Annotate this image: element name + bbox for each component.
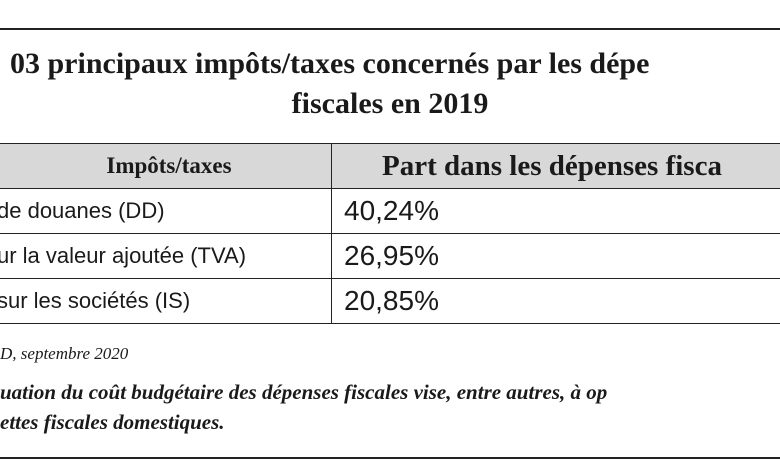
page-title: 03 principaux impôts/taxes concernés par… [0, 44, 780, 124]
cell-share: 40,24% [331, 188, 780, 234]
top-rule [0, 28, 780, 30]
note-line-1: uation du coût budgétaire des dépenses f… [0, 380, 608, 404]
table-row: sur les sociétés (IS) 20,85% [0, 278, 780, 324]
cell-share: 26,95% [331, 233, 780, 279]
cell-tax: de douanes (DD) [0, 188, 332, 234]
tax-label: de douanes (DD) [0, 198, 165, 223]
title-line-2: fiscales en 2019 [291, 87, 489, 120]
body-note: uation du coût budgétaire des dépenses f… [0, 377, 780, 437]
table-row: ur la valeur ajoutée (TVA) 26,95% [0, 233, 780, 279]
cell-tax: sur les sociétés (IS) [0, 278, 332, 324]
tax-table: Impôts/taxes Part dans les dépenses fisc… [0, 143, 780, 324]
tax-label: ur la valeur ajoutée (TVA) [0, 243, 247, 268]
bottom-rule [0, 457, 780, 459]
cell-tax: ur la valeur ajoutée (TVA) [0, 233, 332, 279]
note-line-2: ettes fiscales domestiques. [0, 410, 225, 434]
title-line-1: 03 principaux impôts/taxes concernés par… [10, 47, 650, 80]
source-note: D, septembre 2020 [0, 344, 129, 363]
table-row: de douanes (DD) 40,24% [0, 188, 780, 234]
table-header-row: Impôts/taxes Part dans les dépenses fisc… [0, 143, 780, 189]
cell-share: 20,85% [331, 278, 780, 324]
header-share: Part dans les dépenses fisca [331, 143, 780, 189]
tax-label: sur les sociétés (IS) [0, 288, 191, 313]
header-taxes: Impôts/taxes [0, 143, 332, 189]
